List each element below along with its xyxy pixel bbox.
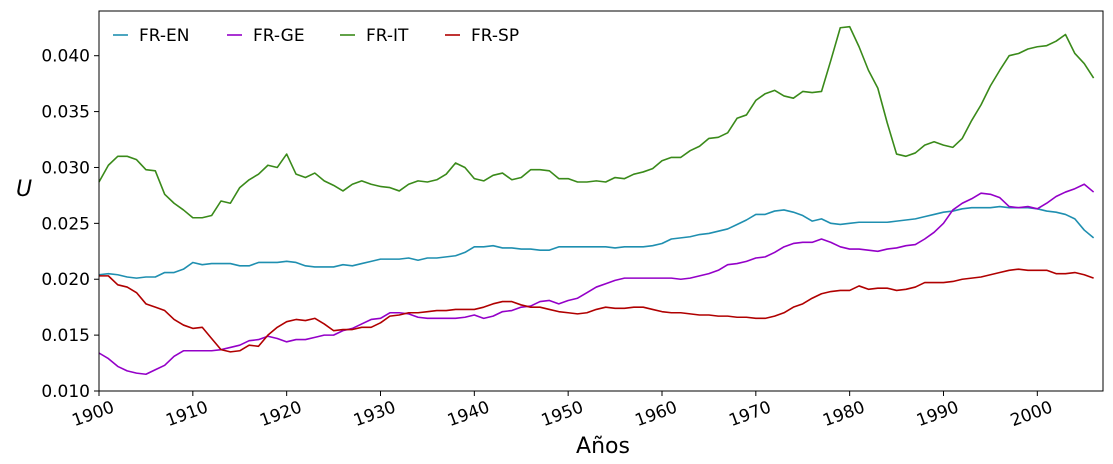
legend-label-fr-it: FR-IT xyxy=(366,26,409,46)
series-line-fr-ge xyxy=(98,183,1095,376)
y-tick-label: 0.010 xyxy=(41,382,90,402)
y-tick-label: 0.020 xyxy=(41,270,90,290)
y-axis: 0.010 0.015 0.020 0.025 0.030 0.035 0.040 xyxy=(41,47,99,402)
y-tick-label: 0.015 xyxy=(41,326,90,346)
series-layer xyxy=(98,25,1095,376)
y-tick-label: 0.030 xyxy=(41,158,90,178)
y-tick-label: 0.035 xyxy=(41,103,90,123)
y-tick-label: 0.040 xyxy=(41,47,90,67)
legend-label-fr-sp: FR-SP xyxy=(471,26,519,46)
series-line-fr-sp xyxy=(99,268,1094,353)
legend-label-fr-ge: FR-GE xyxy=(253,26,305,46)
plot-frame xyxy=(98,10,1104,392)
y-tick-label: 0.025 xyxy=(41,214,90,234)
y-axis-title: U xyxy=(16,177,32,202)
legend: FR-EN FR-GE FR-IT FR-SP xyxy=(113,26,519,46)
x-axis-title: Años xyxy=(576,434,630,459)
legend-label-fr-en: FR-EN xyxy=(139,26,190,46)
series-line-fr-it xyxy=(98,25,1095,219)
series-line-fr-en xyxy=(98,205,1095,279)
